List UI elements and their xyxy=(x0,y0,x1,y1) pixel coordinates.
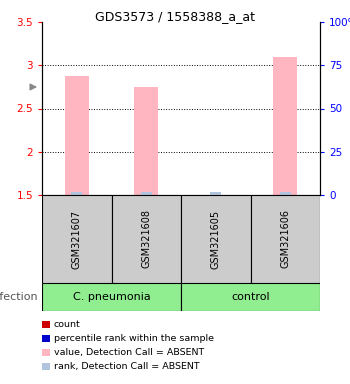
Bar xyxy=(65,76,89,195)
Text: GSM321608: GSM321608 xyxy=(141,210,151,268)
Text: GSM321606: GSM321606 xyxy=(280,210,290,268)
Text: C. pneumonia: C. pneumonia xyxy=(73,292,150,302)
Text: infection: infection xyxy=(0,292,38,302)
Text: count: count xyxy=(54,320,81,329)
Text: percentile rank within the sample: percentile rank within the sample xyxy=(54,334,214,343)
Bar xyxy=(251,195,320,283)
Text: GSM321607: GSM321607 xyxy=(72,209,82,268)
Text: value, Detection Call = ABSENT: value, Detection Call = ABSENT xyxy=(54,348,204,357)
Bar xyxy=(112,195,181,283)
Bar xyxy=(71,192,82,195)
Bar xyxy=(134,87,159,195)
Text: control: control xyxy=(231,292,270,302)
Bar xyxy=(280,192,291,195)
Bar xyxy=(141,192,152,195)
Text: GDS3573 / 1558388_a_at: GDS3573 / 1558388_a_at xyxy=(95,10,255,23)
Bar xyxy=(181,283,320,311)
Bar xyxy=(210,192,221,195)
Bar xyxy=(181,195,251,283)
Bar xyxy=(273,56,298,195)
Bar xyxy=(42,195,112,283)
Text: GSM321605: GSM321605 xyxy=(211,209,221,268)
Text: rank, Detection Call = ABSENT: rank, Detection Call = ABSENT xyxy=(54,362,199,371)
Bar xyxy=(42,283,181,311)
